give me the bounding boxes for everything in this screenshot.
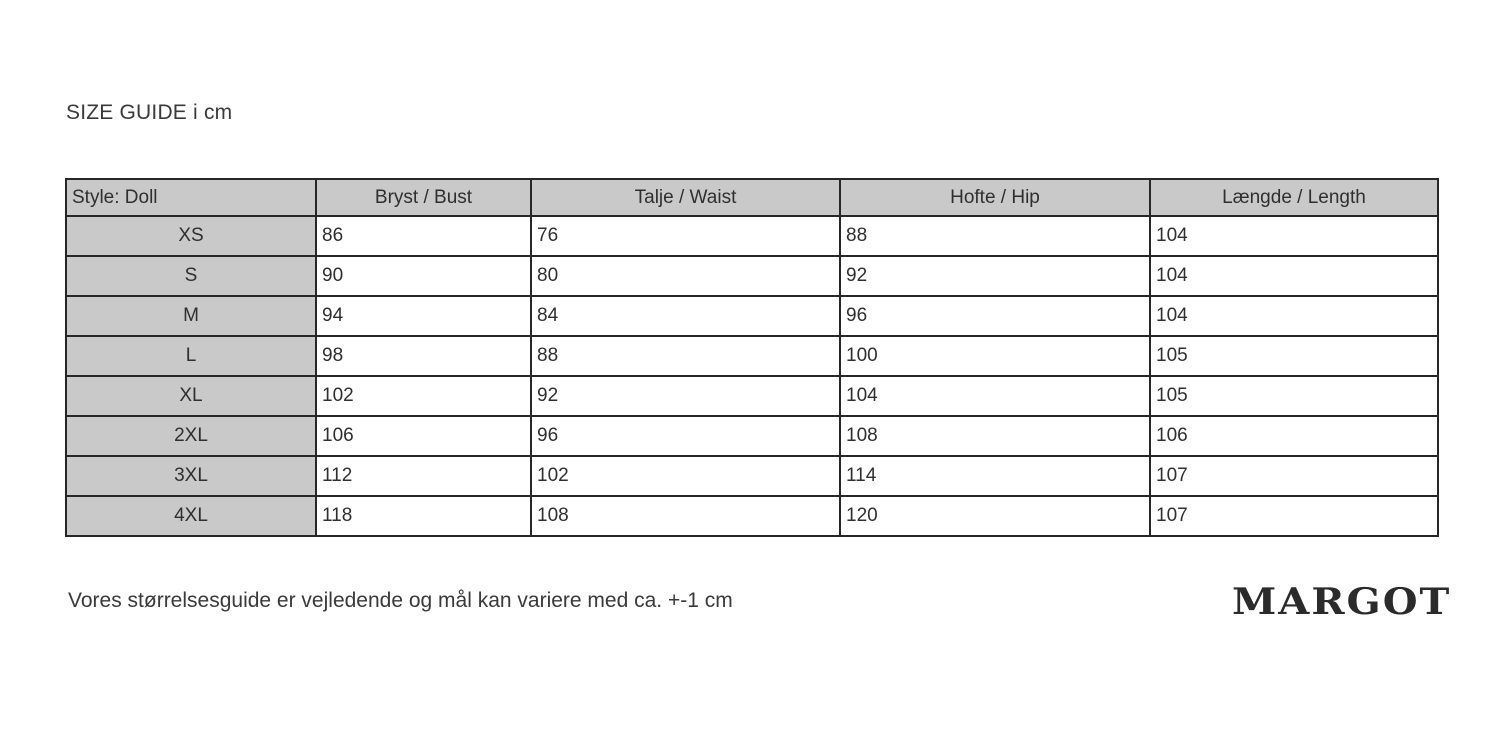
measurement-cell: 92 [530, 375, 841, 417]
column-header-length: Længde / Length [1149, 178, 1439, 217]
measurement-cell: 108 [839, 415, 1151, 457]
measurement-cell: 118 [315, 495, 532, 537]
column-header-waist: Talje / Waist [530, 178, 841, 217]
size-label-cell: 2XL [65, 415, 317, 457]
measurement-cell: 90 [315, 255, 532, 297]
measurement-cell: 102 [530, 455, 841, 497]
table-row: XS 86 76 88 104 [65, 215, 1439, 257]
size-label-cell: 3XL [65, 455, 317, 497]
size-label-cell: XS [65, 215, 317, 257]
size-label-cell: 4XL [65, 495, 317, 537]
measurement-cell: 76 [530, 215, 841, 257]
table-row: 4XL 118 108 120 107 [65, 495, 1439, 537]
measurement-cell: 86 [315, 215, 532, 257]
measurement-cell: 96 [839, 295, 1151, 337]
table-row: S 90 80 92 104 [65, 255, 1439, 297]
table-row: 3XL 112 102 114 107 [65, 455, 1439, 497]
table-row: XL 102 92 104 105 [65, 375, 1439, 417]
column-header-style: Style: Doll [65, 178, 317, 217]
measurement-cell: 80 [530, 255, 841, 297]
brand-logo: MARGOT [1232, 579, 1452, 624]
measurement-cell: 108 [530, 495, 841, 537]
measurement-cell: 104 [1149, 295, 1439, 337]
table-row: L 98 88 100 105 [65, 335, 1439, 377]
table-row: 2XL 106 96 108 106 [65, 415, 1439, 457]
column-header-bust: Bryst / Bust [315, 178, 532, 217]
size-label-cell: M [65, 295, 317, 337]
measurement-cell: 92 [839, 255, 1151, 297]
measurement-cell: 120 [839, 495, 1151, 537]
table-body: XS 86 76 88 104 S 90 80 92 104 M 94 84 96 104 L 98 88 100 1… [65, 215, 1439, 537]
disclaimer-text: Vores størrelsesguide er vejledende og m… [68, 589, 733, 612]
measurement-cell: 105 [1149, 375, 1439, 417]
column-header-hip: Hofte / Hip [839, 178, 1151, 217]
size-label-cell: XL [65, 375, 317, 417]
table-row: M 94 84 96 104 [65, 295, 1439, 337]
measurement-cell: 94 [315, 295, 532, 337]
measurement-cell: 96 [530, 415, 841, 457]
table-header-row: Style: Doll Bryst / Bust Talje / Waist H… [65, 178, 1439, 217]
size-label-cell: S [65, 255, 317, 297]
measurement-cell: 106 [315, 415, 532, 457]
page-title: SIZE GUIDE i cm [66, 101, 233, 124]
measurement-cell: 102 [315, 375, 532, 417]
measurement-cell: 114 [839, 455, 1151, 497]
measurement-cell: 98 [315, 335, 532, 377]
size-label-cell: L [65, 335, 317, 377]
measurement-cell: 105 [1149, 335, 1439, 377]
measurement-cell: 112 [315, 455, 532, 497]
size-guide-table: Style: Doll Bryst / Bust Talje / Waist H… [65, 178, 1439, 537]
measurement-cell: 107 [1149, 455, 1439, 497]
measurement-cell: 88 [530, 335, 841, 377]
measurement-cell: 104 [1149, 215, 1439, 257]
measurement-cell: 100 [839, 335, 1151, 377]
measurement-cell: 107 [1149, 495, 1439, 537]
measurement-cell: 106 [1149, 415, 1439, 457]
measurement-cell: 84 [530, 295, 841, 337]
measurement-cell: 104 [1149, 255, 1439, 297]
measurement-cell: 88 [839, 215, 1151, 257]
measurement-cell: 104 [839, 375, 1151, 417]
